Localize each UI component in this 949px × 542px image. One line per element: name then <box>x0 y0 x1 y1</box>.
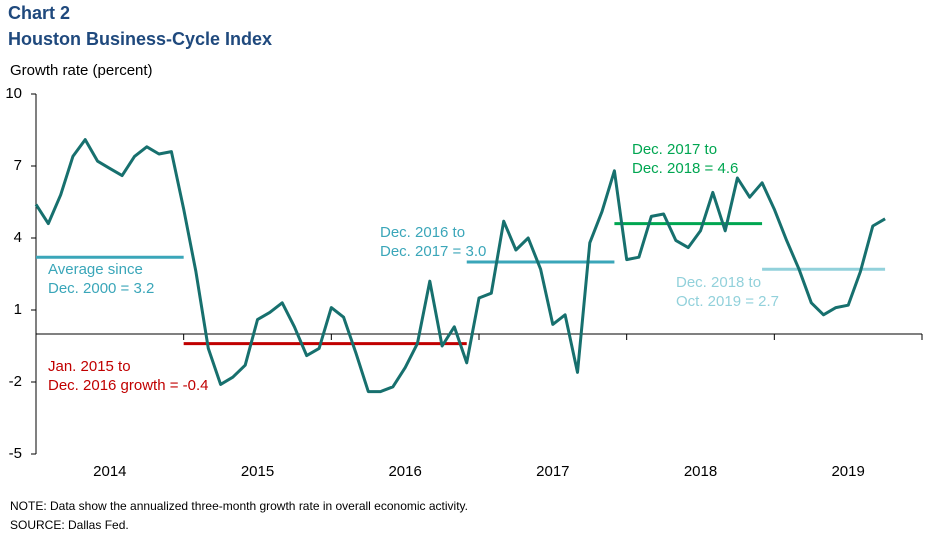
annotation: Oct. 2019 = 2.7 <box>676 293 779 310</box>
annotation: Dec. 2016 to <box>380 224 465 241</box>
source: SOURCE: Dallas Fed. <box>10 518 129 532</box>
x-tick-label: 2018 <box>684 463 717 480</box>
chart-subtitle: Houston Business-Cycle Index <box>8 29 272 49</box>
x-tick-label: 2014 <box>93 463 126 480</box>
y-tick-label: 7 <box>14 157 22 174</box>
x-tick-label: 2019 <box>831 463 864 480</box>
y-tick-label: -5 <box>9 445 22 462</box>
y-tick-label: -2 <box>9 373 22 390</box>
annotation: Dec. 2018 = 4.6 <box>632 160 738 177</box>
y-axis-label: Growth rate (percent) <box>10 62 153 79</box>
x-tick-label: 2015 <box>241 463 274 480</box>
y-tick-label: 4 <box>14 229 22 246</box>
y-tick-label: 1 <box>14 301 22 318</box>
chart-title: Chart 2 <box>8 3 70 23</box>
x-tick-label: 2016 <box>388 463 421 480</box>
annotation: Dec. 2017 = 3.0 <box>380 243 486 260</box>
x-tick-label: 2017 <box>536 463 569 480</box>
series-line <box>34 138 886 394</box>
note: NOTE: Data show the annualized three-mon… <box>10 499 468 513</box>
annotation: Average since <box>48 261 143 278</box>
annotation: Dec. 2017 to <box>632 141 717 158</box>
y-tick-label: 10 <box>5 85 22 102</box>
annotation: Dec. 2016 growth = -0.4 <box>48 377 209 394</box>
annotation: Dec. 2018 to <box>676 274 761 291</box>
annotation: Dec. 2000 = 3.2 <box>48 280 154 297</box>
annotation: Jan. 2015 to <box>48 358 131 375</box>
